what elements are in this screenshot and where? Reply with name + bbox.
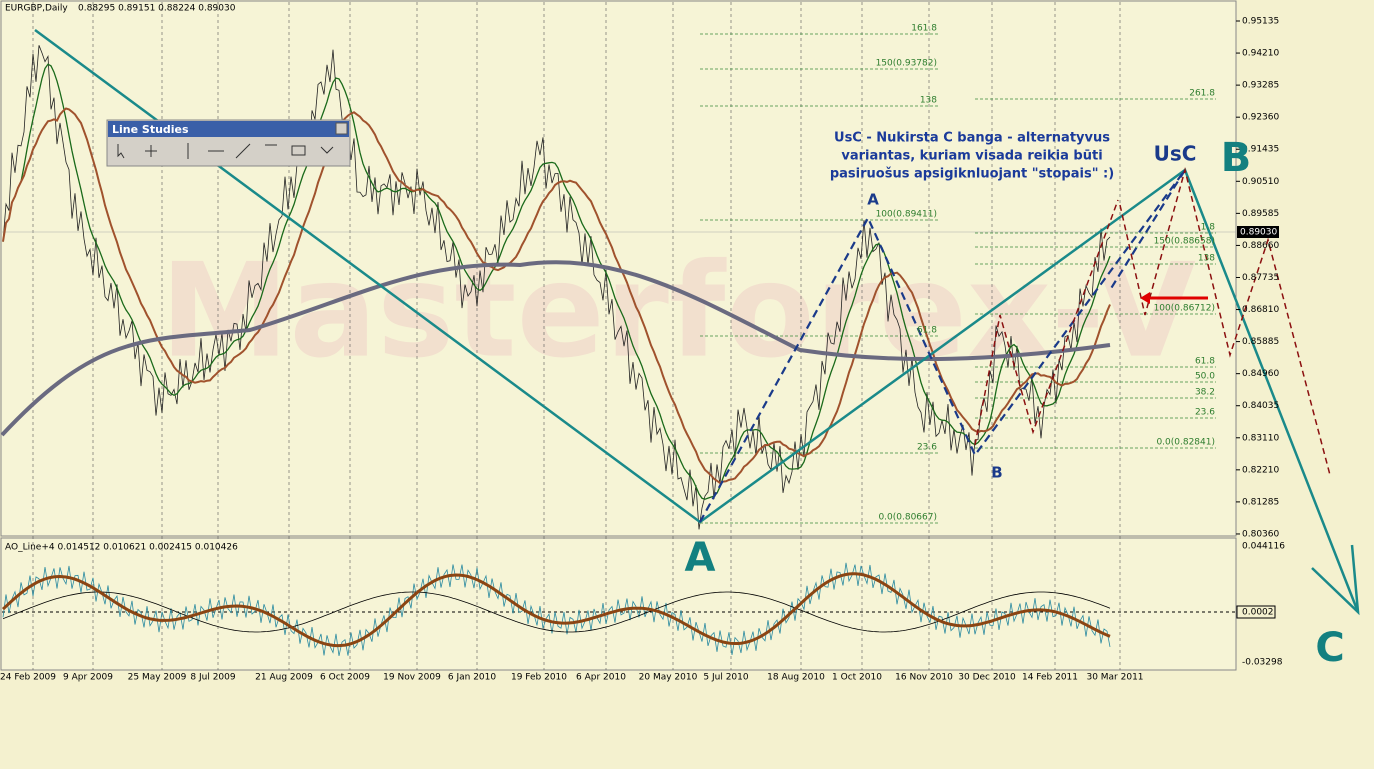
- date-label: 30 Mar 2011: [1086, 673, 1143, 683]
- price-label: 0.89585: [1242, 209, 1279, 219]
- price-label: 0.84960: [1242, 369, 1279, 379]
- toolbar: Line Studies: [106, 119, 351, 167]
- fib-label: 23.6: [1195, 408, 1215, 418]
- date-label: 24 Feb 2009: [0, 673, 56, 683]
- price-label: 0.94210: [1242, 49, 1279, 59]
- oscillator-label: -0.03298: [1242, 658, 1283, 668]
- date-label: 9 Apr 2009: [63, 673, 113, 683]
- stop-marker: [1140, 292, 1150, 304]
- fib-label: 38.2: [1195, 388, 1215, 398]
- oscillator-main: [1, 572, 1111, 648]
- fib-label: 138: [1198, 254, 1215, 264]
- date-label: 19 Feb 2010: [511, 673, 567, 683]
- wave-label: A: [867, 191, 879, 209]
- date-label: 25 May 2009: [128, 673, 187, 683]
- note-line: variantas, kuriam visada reikia būti: [841, 149, 1102, 164]
- fib-label: 161.8: [911, 24, 937, 34]
- fib-label: 100(0.89411): [876, 210, 937, 220]
- price-label: 0.88660: [1242, 241, 1279, 251]
- wave-label: B: [991, 464, 1002, 482]
- arrow-head: [1311, 544, 1360, 616]
- price-label: 0.93285: [1242, 81, 1279, 91]
- date-label: 6 Jan 2010: [448, 673, 496, 683]
- date-label: 8 Jul 2009: [190, 673, 235, 683]
- fib-label: 61.8: [1195, 357, 1215, 367]
- fib-label: 61.8: [917, 326, 937, 336]
- price-label: 0.84035: [1242, 401, 1279, 411]
- fib-label: 0.0(0.80667): [878, 513, 937, 523]
- price-label: 0.83110: [1242, 433, 1279, 443]
- price-label: 0.90510: [1242, 177, 1279, 187]
- date-label: 1 Oct 2010: [832, 673, 882, 683]
- date-label: 14 Feb 2011: [1022, 673, 1078, 683]
- fib-label: 1.8: [1201, 223, 1216, 233]
- oscillator-signal: [2, 562, 1111, 656]
- zigzag: [974, 199, 1119, 446]
- watermark: Masterforex-V: [160, 235, 1196, 387]
- ma-slow: [0, 260, 1111, 437]
- current-price: 0.89030: [1240, 228, 1277, 238]
- wave-label: B: [1221, 135, 1252, 181]
- wave-dashed: [699, 169, 1186, 523]
- oscillator-header: AO_Line+4 0.014512 0.010621 0.002415 0.0…: [5, 543, 238, 553]
- fib-label: 138: [920, 96, 937, 106]
- price-label: 0.92360: [1242, 113, 1279, 123]
- date-label: 6 Apr 2010: [576, 673, 626, 683]
- alt-wave: [1119, 167, 1331, 476]
- date-label: 30 Dec 2010: [958, 673, 1016, 683]
- price-label: 0.85885: [1242, 337, 1279, 347]
- wave-label: C: [1315, 625, 1344, 671]
- toolbar-titlebar: [108, 121, 349, 137]
- wave-label: A: [685, 535, 716, 581]
- fib-label: 23.6: [917, 443, 937, 453]
- oscillator-zero-box: [1236, 605, 1276, 619]
- date-label: 21 Aug 2009: [255, 673, 313, 683]
- fib-label: 150(0.88658): [1154, 237, 1215, 247]
- ma-mid: [2, 107, 1111, 485]
- close-button[interactable]: [335, 122, 348, 135]
- symbol: EURGBP,Daily: [5, 4, 68, 14]
- price-label: 0.80360: [1242, 529, 1279, 539]
- date-label: 6 Oct 2009: [320, 673, 370, 683]
- date-label: 18 Aug 2010: [767, 673, 825, 683]
- fib-label: 150(0.93782): [876, 59, 937, 69]
- price-label: 0.86810: [1242, 305, 1279, 315]
- date-label: 20 May 2010: [639, 673, 698, 683]
- note-line: UsC - Nukirsta C banga - alternatyvus: [834, 131, 1110, 146]
- drawings: [0, 28, 1360, 656]
- oscillator-label: 0.044116: [1242, 542, 1285, 552]
- price-label: 0.82210: [1242, 465, 1279, 475]
- fib-label: 0.0(0.82841): [1156, 438, 1215, 448]
- toolbar-title: Line Studies: [112, 123, 189, 136]
- price-label: 0.95135: [1242, 17, 1279, 27]
- date-label: 19 Nov 2009: [383, 673, 441, 683]
- fib-label: 261.8: [1189, 89, 1215, 99]
- oscillator-label: 0.0002: [1242, 608, 1274, 618]
- price-label: 0.81285: [1242, 497, 1279, 507]
- price-label: 0.87735: [1242, 273, 1279, 283]
- ma-fast: [2, 63, 1111, 500]
- toolbar-icons[interactable]: [117, 143, 334, 159]
- date-label: 16 Nov 2010: [895, 673, 953, 683]
- price-label: 0.91435: [1242, 145, 1279, 155]
- note-line: pasiruošus apsigiknluojant "stopais" :): [830, 167, 1114, 182]
- ohlc: 0.88295 0.89151 0.88224 0.89030: [78, 4, 236, 14]
- date-label: 5 Jul 2010: [703, 673, 748, 683]
- current-price-box: [1237, 226, 1279, 238]
- fib-label: 50.0: [1195, 372, 1215, 382]
- trend-line: [34, 28, 1360, 613]
- wave-label: UsC: [1154, 142, 1197, 166]
- fib-label: 100(0.86712): [1154, 304, 1215, 314]
- price-bars: [2, 45, 1111, 530]
